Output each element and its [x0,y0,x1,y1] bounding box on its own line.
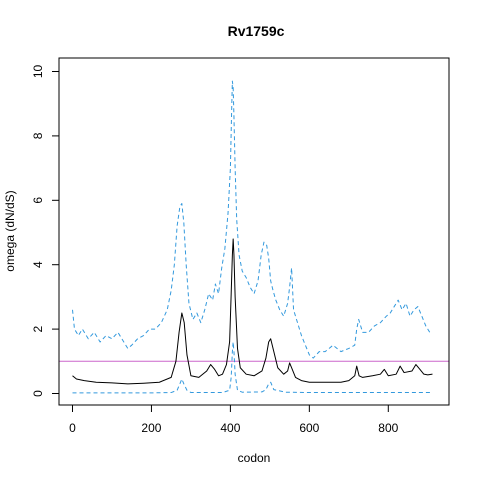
y-axis: 0 2 4 6 8 10 [31,65,60,397]
x-tick-label: 800 [378,421,398,435]
y-tick-label: 10 [31,65,45,79]
y-tick-label: 8 [31,132,45,139]
series-line-1 [72,238,433,385]
y-tick-label: 4 [31,261,45,268]
y-tick-label: 0 [31,390,45,397]
x-axis: 0 200 400 600 800 [69,404,399,435]
series-line-2 [72,80,433,359]
x-axis-label: codon [238,451,271,465]
y-axis-label: omega (dN/dS) [3,190,17,271]
x-tick-label: 600 [299,421,319,435]
plot-area [59,80,449,394]
series-line-3 [72,341,433,394]
y-tick-label: 2 [31,325,45,332]
x-tick-label: 0 [69,421,76,435]
y-tick-label: 6 [31,197,45,204]
chart-title: Rv1759c [228,23,285,39]
x-tick-label: 200 [141,421,161,435]
x-tick-label: 400 [220,421,240,435]
